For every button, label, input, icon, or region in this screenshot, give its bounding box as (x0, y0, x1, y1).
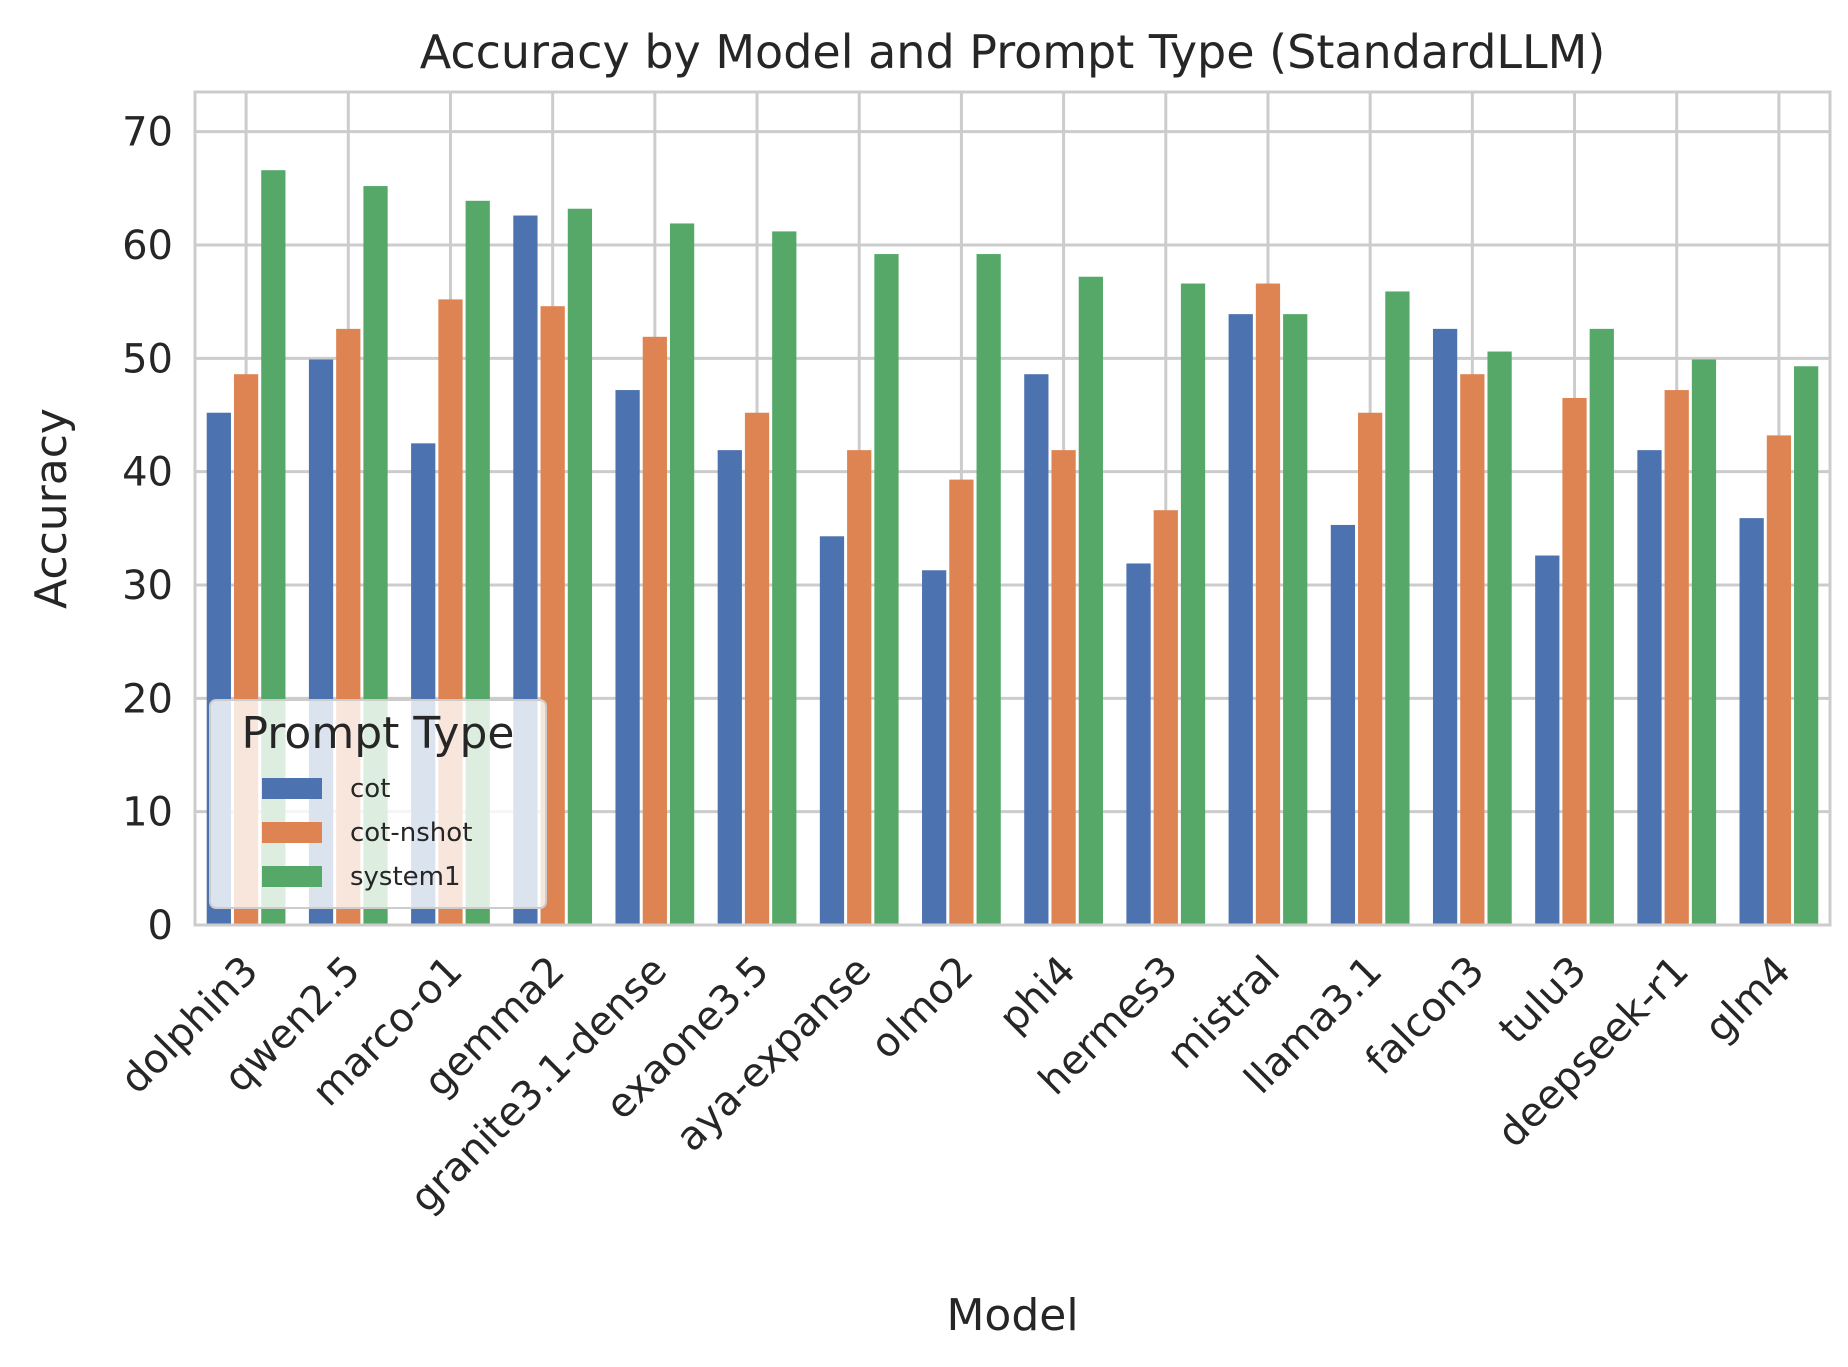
bar-cot-nshot-glm4 (1766, 435, 1792, 925)
x-axis-label: Model (946, 1290, 1078, 1341)
bar-cot-nshot-mistral (1255, 283, 1281, 925)
bar-cot-phi4 (1024, 374, 1049, 925)
plot-frame (193, 90, 1832, 927)
legend-swatch-cot (262, 778, 322, 799)
bar-cot-deepseek-r1 (1637, 450, 1662, 925)
legend-label-system1: system1 (350, 862, 461, 892)
bar-cot-olmo2 (922, 570, 947, 925)
bar-cot-nshot-exaone3.5 (744, 412, 770, 925)
y-tick-label: 20 (122, 676, 173, 722)
bar-system1-mistral (1283, 314, 1308, 926)
bar-cot-hermes3 (1126, 563, 1151, 925)
y-tick-label: 40 (122, 450, 173, 496)
bar-cot-granite3.1-dense (615, 390, 640, 926)
chart-title: Accuracy by Model and Prompt Type (Stand… (420, 25, 1606, 79)
bar-cot-mistral (1228, 314, 1253, 926)
bar-cot-glm4 (1739, 518, 1764, 925)
bar-cot-nshot-llama3.1 (1358, 412, 1383, 925)
bar-system1-glm4 (1794, 366, 1819, 925)
bar-system1-tulu3 (1589, 328, 1614, 925)
bar-system1-deepseek-r1 (1691, 359, 1717, 925)
bar-system1-gemma2 (567, 208, 593, 925)
bar-cot-nshot-tulu3 (1562, 398, 1587, 925)
legend-title: Prompt Type (242, 708, 515, 759)
bar-cot-nshot-hermes3 (1153, 510, 1178, 925)
bar-system1-aya-expanse (874, 254, 899, 926)
legend-label-cot: cot (350, 774, 390, 804)
y-axis-label: Accuracy (26, 408, 77, 609)
y-tick-label: 10 (122, 790, 173, 836)
bar-system1-llama3.1 (1385, 291, 1410, 925)
bar-cot-tulu3 (1535, 555, 1560, 925)
bar-cot-aya-expanse (819, 536, 845, 925)
bar-cot-nshot-phi4 (1051, 450, 1076, 925)
legend-box (209, 699, 547, 909)
legend-label-cot-nshot: cot-nshot (350, 818, 472, 848)
bar-cot-nshot-deepseek-r1 (1664, 390, 1689, 926)
bar-cot-nshot-olmo2 (949, 479, 974, 925)
bar-system1-falcon3 (1487, 351, 1512, 925)
bar-cot-falcon3 (1432, 328, 1458, 925)
legend-swatch-cot-nshot (262, 822, 322, 843)
legend-swatch-system1 (262, 866, 322, 887)
bar-cot-nshot-granite3.1-dense (642, 336, 667, 925)
y-tick-label: 60 (122, 223, 173, 269)
y-tick-label: 30 (122, 563, 173, 609)
bar-system1-olmo2 (976, 254, 1001, 926)
bar-system1-granite3.1-dense (669, 223, 695, 925)
bar-cot-llama3.1 (1330, 524, 1356, 925)
y-tick-label: 0 (148, 903, 173, 949)
bar-cot-exaone3.5 (717, 450, 742, 925)
legend: Prompt Type cot cot-nshot system1 (209, 699, 547, 909)
y-tick-label: 50 (122, 336, 173, 382)
bar-cot-nshot-aya-expanse (847, 450, 872, 925)
y-tick-label: 70 (122, 110, 173, 156)
bar-system1-hermes3 (1180, 283, 1206, 925)
bar-system1-exaone3.5 (772, 231, 797, 925)
bar-cot-nshot-falcon3 (1460, 374, 1485, 925)
bar-system1-phi4 (1078, 276, 1103, 925)
